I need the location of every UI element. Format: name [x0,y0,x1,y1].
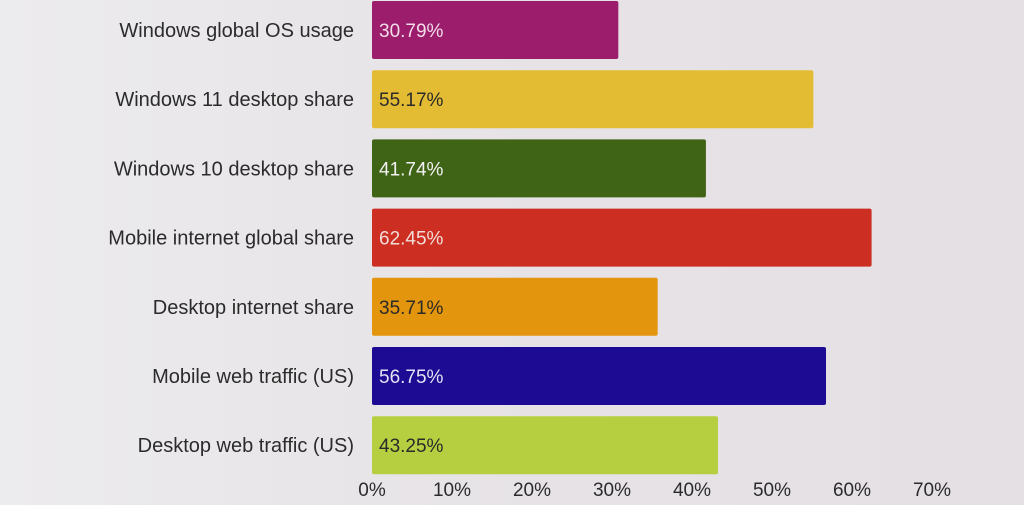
category-label: Mobile web traffic (US) [152,366,354,388]
bar-value-label: 56.75% [379,367,444,388]
x-tick-label: 0% [358,480,386,501]
bar [372,208,872,267]
category-label: Desktop web traffic (US) [138,435,354,457]
bar [372,347,826,405]
x-tick-label: 20% [513,480,551,501]
bar [372,416,718,475]
bar [372,277,658,336]
x-tick-label: 30% [593,480,631,501]
bar-value-label: 55.17% [379,90,444,111]
bar-value-label: 62.45% [379,229,444,250]
bar [372,139,706,198]
bar [372,1,619,59]
bar-value-label: 35.71% [379,298,444,319]
category-label: Windows 11 desktop share [115,89,354,111]
bar [372,70,814,129]
x-tick-label: 60% [833,480,871,501]
bar-value-label: 30.79% [379,21,444,42]
bar-value-label: 43.25% [379,436,444,457]
x-tick-label: 10% [433,480,471,501]
category-label: Windows 10 desktop share [114,158,354,180]
category-label: Windows global OS usage [119,20,354,42]
x-tick-label: 70% [913,480,951,501]
category-label: Mobile internet global share [108,228,354,250]
x-tick-label: 40% [673,480,711,501]
category-label: Desktop internet share [153,297,354,319]
x-tick-label: 50% [753,480,791,501]
bar-value-label: 41.74% [379,159,444,180]
